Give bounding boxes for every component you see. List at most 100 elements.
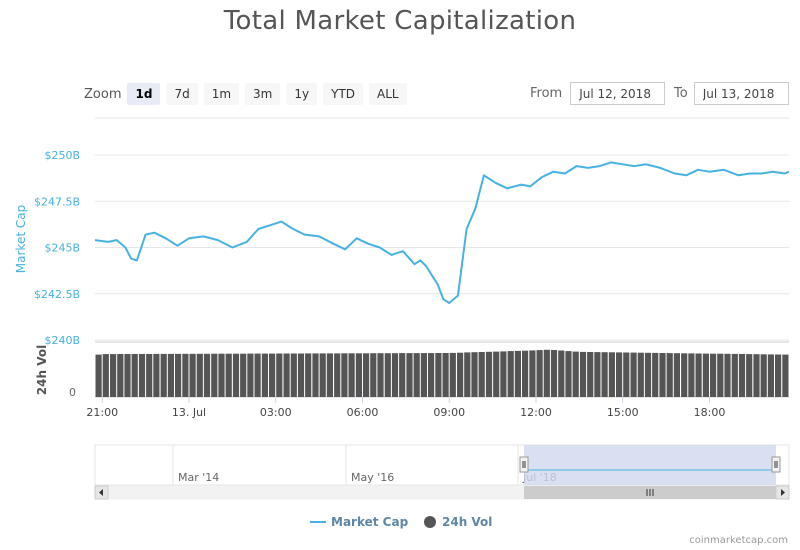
volume-bar [225, 353, 232, 397]
volume-bar [377, 353, 384, 397]
legend-volume-symbol [424, 516, 436, 528]
volume-bar [608, 352, 615, 397]
volume-bar [688, 353, 695, 397]
volume-bar [630, 352, 637, 397]
volume-bar [175, 353, 182, 397]
legend-volume-label[interactable]: 24h Vol [442, 515, 492, 529]
volume-bar [124, 354, 131, 397]
volume-bar [464, 352, 471, 397]
volume-bar [514, 350, 521, 397]
date-range-from: From [530, 82, 666, 105]
volume-bar [203, 353, 211, 397]
volume-bar [738, 354, 746, 397]
to-label: To [674, 86, 688, 101]
volume-bar [363, 353, 370, 397]
volume-bar [710, 353, 717, 397]
volume-bar [782, 354, 789, 397]
volume-bar [413, 353, 420, 397]
volume-bar [760, 354, 767, 397]
volume-tick-label: 0 [69, 386, 76, 399]
zoom-button-1m[interactable]: 1m [203, 83, 240, 105]
credit-footer[interactable]: coinmarketcap.com [689, 535, 788, 546]
volume-bar [673, 353, 680, 397]
volume-bar [160, 353, 167, 397]
volume-bar [232, 353, 240, 397]
volume-bar [775, 354, 782, 397]
zoom-button-7d[interactable]: 7d [166, 83, 198, 105]
volume-bar [572, 351, 579, 397]
navigator-handle-right[interactable] [771, 456, 781, 473]
volume-bar [326, 353, 333, 397]
volume-bar [724, 353, 731, 397]
volume-bar [435, 353, 442, 397]
x-tick-label: 15:00 [607, 406, 639, 419]
volume-bar [449, 352, 456, 397]
volume-bar [391, 353, 399, 397]
volume-bar [305, 353, 312, 397]
navigator-selection [524, 445, 776, 485]
volume-bar [290, 353, 297, 397]
volume-bar [529, 350, 536, 397]
volume-axis-label: 24h Vol [35, 345, 49, 395]
volume-bar [471, 352, 478, 397]
chart-title: Total Market Capitalization [223, 6, 577, 36]
volume-bar [695, 353, 702, 397]
volume-bar [384, 353, 391, 397]
volume-bar [717, 353, 724, 397]
volume-bar [102, 354, 109, 397]
volume-bar [146, 354, 153, 397]
from-label: From [530, 86, 563, 101]
volume-bar [406, 353, 413, 397]
x-tick-label: 21:00 [86, 406, 118, 419]
volume-bar [746, 354, 753, 397]
volume-bar [579, 351, 587, 397]
to-date-input[interactable] [693, 82, 789, 105]
volume-bar [493, 351, 500, 397]
volume-bar [601, 352, 608, 397]
volume-bar [261, 353, 268, 397]
x-tick-label: 12:00 [520, 406, 552, 419]
volume-bar [341, 353, 348, 397]
volume-bar [681, 353, 688, 397]
volume-bar [334, 353, 341, 397]
volume-bar [500, 351, 507, 397]
volume-bar [565, 351, 572, 397]
navigator-label: Mar '14 [178, 471, 219, 484]
volume-bar [485, 351, 493, 397]
zoom-button-3m[interactable]: 3m [245, 83, 281, 105]
volume-bar [666, 353, 673, 397]
arrow-right-icon [781, 489, 785, 496]
volume-bar [637, 352, 644, 397]
zoom-controls: Zoom 1d 7d 1m 3m 1y YTD ALL [84, 83, 407, 105]
y-tick-label: $240B [44, 334, 80, 347]
volume-bar [543, 349, 550, 397]
market-cap-line [94, 161, 790, 304]
volume-bar [240, 353, 247, 397]
volume-bar [753, 354, 760, 397]
volume-bar [370, 353, 377, 397]
volume-bar [297, 353, 305, 397]
zoom-button-ytd[interactable]: YTD [323, 83, 364, 105]
volume-bar [623, 352, 630, 397]
x-tick-label: 09:00 [433, 406, 465, 419]
zoom-button-1d[interactable]: 1d [127, 83, 161, 105]
volume-bar [211, 353, 218, 397]
x-tick-label: 03:00 [260, 406, 292, 419]
volume-bar [182, 353, 189, 397]
volume-bar [247, 353, 254, 397]
volume-bar [167, 353, 174, 397]
volume-bar [536, 350, 543, 397]
volume-bar [348, 353, 355, 397]
legend-market-cap-label[interactable]: Market Cap [331, 515, 409, 529]
y-tick-label: $242.5B [34, 288, 80, 301]
volume-bar [218, 353, 225, 397]
volume-bar [276, 353, 283, 397]
zoom-button-1y[interactable]: 1y [286, 83, 318, 105]
volume-bar [457, 352, 464, 397]
x-tick-label: 13. Jul [172, 406, 206, 419]
navigator-handle-left[interactable] [519, 456, 529, 473]
from-date-input[interactable] [570, 82, 666, 105]
volume-bar [153, 353, 160, 397]
zoom-button-all[interactable]: ALL [369, 83, 407, 105]
